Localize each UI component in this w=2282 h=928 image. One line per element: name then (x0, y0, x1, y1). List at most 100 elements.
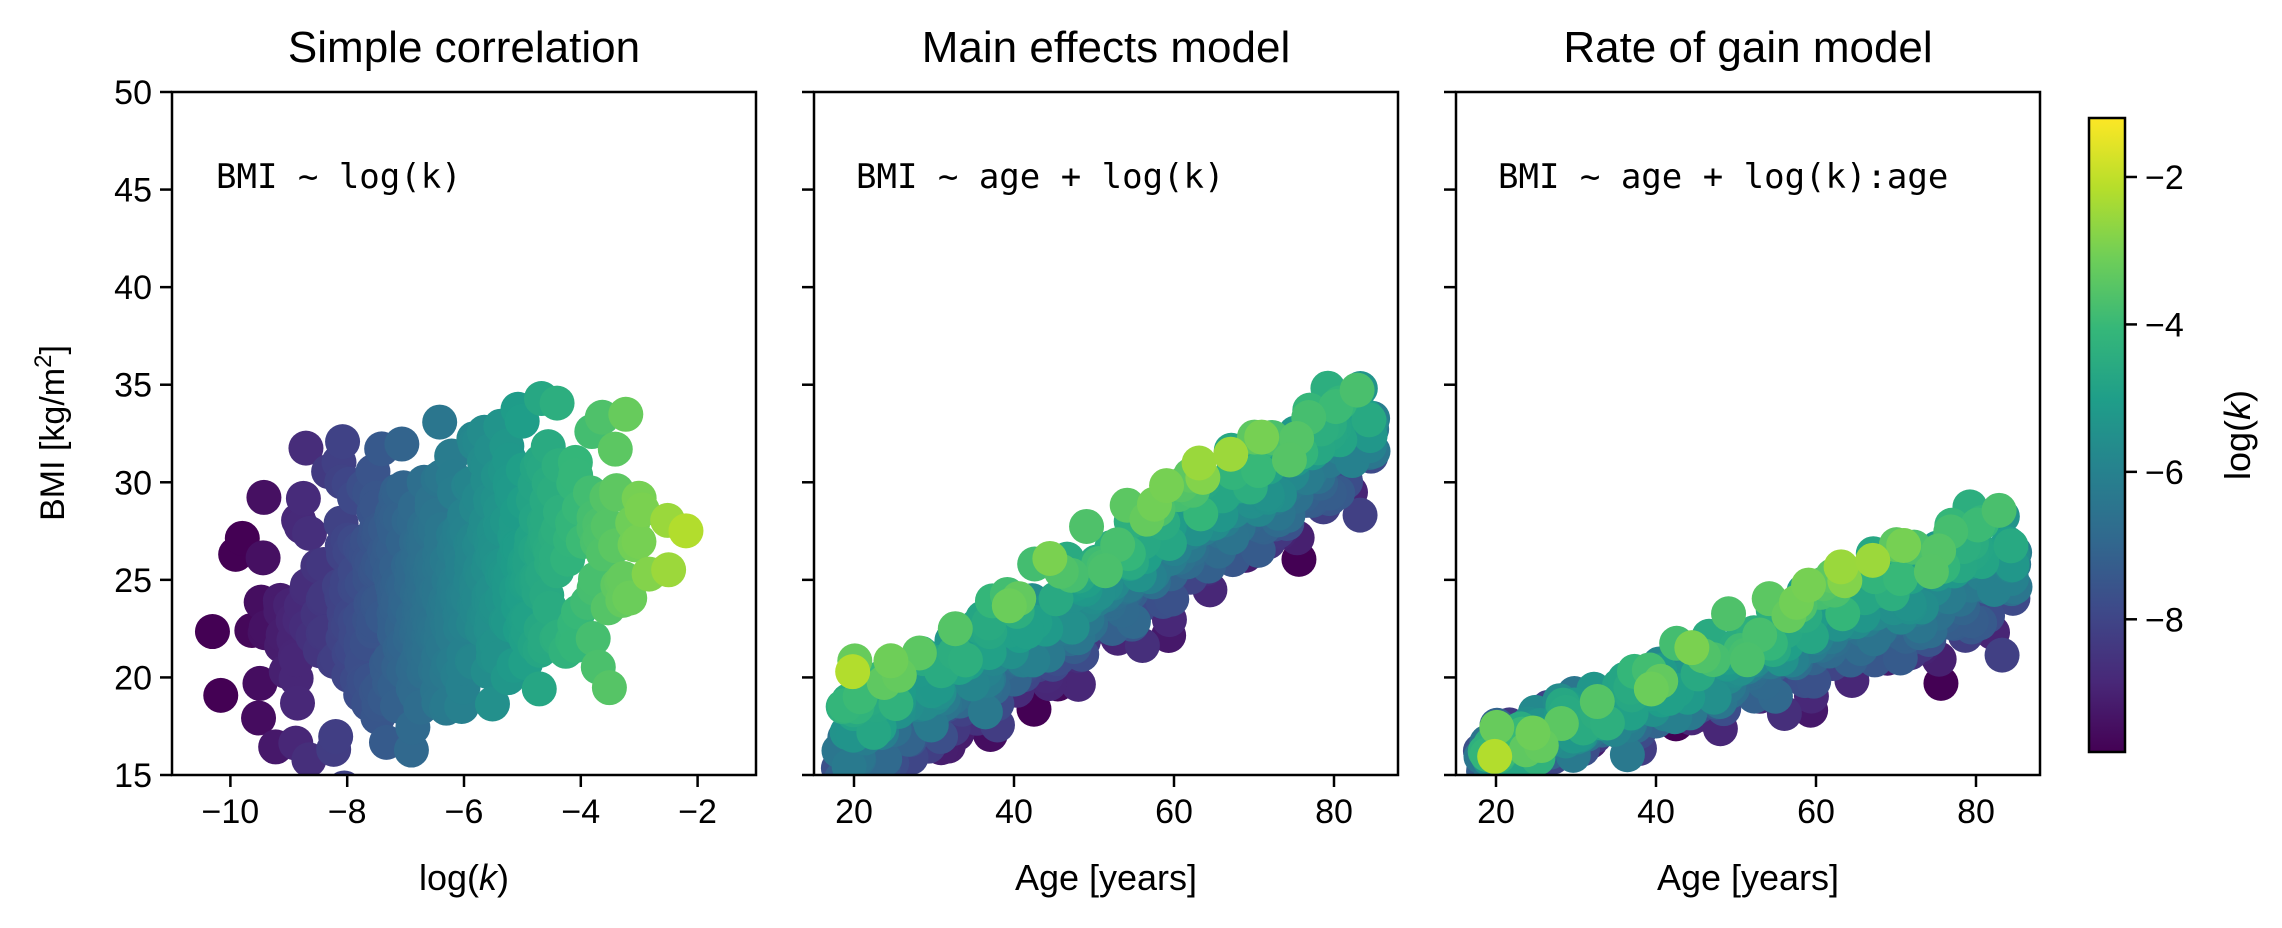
scatter-point (1032, 540, 1068, 576)
colorbar-tick-label: −4 (2145, 306, 2184, 344)
x-tick-label: 40 (1637, 793, 1675, 831)
x-axis-ticks: 20 40 60 80 (835, 775, 1353, 831)
scatter-point (325, 424, 361, 460)
colorbar: −8 −6 −4 −2 log(k) (2087, 116, 2258, 754)
scatter-point (651, 552, 687, 588)
y-tick-label: 40 (114, 269, 152, 307)
scatter-point (1181, 445, 1217, 481)
scatter-point (1981, 492, 2017, 528)
scatter-point (245, 540, 281, 576)
x-axis-ticks: −10 −8 −6 −4 −2 (202, 775, 717, 831)
scatter-point (242, 665, 278, 701)
scatter-point (1674, 630, 1710, 666)
scatter-point (1339, 372, 1375, 408)
formula-annotation: BMI ~ age + log(k) (856, 157, 1224, 197)
y-tick-label: 20 (114, 659, 152, 697)
scatter-point (1060, 666, 1096, 702)
scatter-point (384, 426, 420, 462)
scatter-point (1883, 561, 1919, 597)
marks-layer (194, 381, 704, 775)
scatter-point (474, 686, 510, 722)
scatter-point (532, 590, 568, 626)
scatter-point (1823, 549, 1859, 585)
y-tick-label: 30 (114, 464, 152, 502)
colorbar-ticks: −8 −6 −4 −2 (2125, 159, 2184, 639)
scatter-point (947, 642, 983, 678)
scatter-point (422, 404, 458, 440)
x-tick-label: 80 (1957, 793, 1995, 831)
scatter-point (612, 580, 648, 616)
x-tick-label: 80 (1315, 793, 1353, 831)
scatter-point (1984, 637, 2020, 673)
scatter-point (873, 643, 909, 679)
scatter-point (318, 719, 354, 755)
scatter-point (591, 670, 627, 706)
scatter-point (1087, 553, 1123, 589)
scatter-point (288, 430, 324, 466)
scatter-point (1855, 542, 1891, 578)
plot-frame (812, 90, 1400, 777)
scatter-point (241, 700, 277, 736)
y-axis-ticks (802, 90, 814, 777)
scatter-point (1633, 671, 1669, 707)
scatter-point (1149, 468, 1185, 504)
colorbar-tick-label: −8 (2145, 601, 2184, 639)
scatter-point (521, 671, 557, 707)
scatter-point (194, 614, 230, 650)
scatter-point (1479, 709, 1515, 745)
y-axis-label: BMI [kg/m2] (30, 345, 73, 521)
y-tick-label: 45 (114, 172, 152, 210)
scatter-point (539, 385, 575, 421)
colorbar-tick-label: −6 (2145, 454, 2184, 492)
scatter-point (291, 515, 327, 551)
scatter-point (1271, 442, 1307, 478)
scatter-point (937, 611, 973, 647)
scatter-point (856, 714, 892, 750)
scatter-point (597, 431, 633, 467)
scatter-point (835, 654, 871, 690)
scatter-point (1579, 684, 1615, 720)
scatter-point (279, 685, 315, 721)
scatter-point (246, 479, 282, 515)
scatter-point (1100, 527, 1136, 563)
y-tick-label: 50 (114, 74, 152, 112)
formula-annotation: BMI ~ log(k) (216, 157, 462, 197)
x-tick-label: −2 (678, 793, 717, 831)
scatter-point (1241, 453, 1277, 489)
x-axis-label: Age [years] (1015, 857, 1197, 898)
scatter-point (203, 677, 239, 713)
x-tick-label: 20 (1477, 793, 1515, 831)
y-axis-ticks: 15 20 25 30 35 40 45 50 (114, 74, 172, 795)
x-tick-label: 40 (995, 793, 1033, 831)
y-tick-label: 15 (114, 757, 152, 795)
x-axis-label: Age [years] (1657, 857, 1839, 898)
marks-layer (1462, 489, 2033, 775)
scatter-point (285, 480, 321, 516)
scatter-point (621, 524, 657, 560)
scatter-point (1791, 567, 1827, 603)
x-axis-ticks: 20 40 60 80 (1477, 775, 1995, 831)
x-tick-label: 60 (1797, 793, 1835, 831)
scatter-point (668, 513, 704, 549)
scatter-point (1993, 528, 2029, 564)
x-tick-label: −10 (202, 793, 260, 831)
scatter-point (1342, 497, 1378, 533)
scatter-point (1711, 596, 1747, 632)
scatter-point (1515, 715, 1551, 751)
y-axis-ticks (1444, 90, 1456, 777)
y-tick-label: 25 (114, 562, 152, 600)
scatter-point (1913, 554, 1949, 590)
scatter-point (967, 694, 1003, 730)
scatter-point (901, 635, 937, 671)
panel-simple-correlation: Simple correlation BMI ~ log(k) −10 −8 −6−… (30, 23, 758, 898)
scatter-point (575, 621, 611, 657)
colorbar-tick-label: −2 (2145, 159, 2184, 197)
panel-title: Rate of gain model (1563, 23, 1932, 72)
marks-layer (820, 370, 1391, 775)
x-tick-label: −6 (445, 793, 484, 831)
scatter-point (831, 748, 867, 775)
scatter-point (1069, 508, 1105, 544)
x-tick-label: −4 (561, 793, 600, 831)
scatter-point (1886, 527, 1922, 563)
